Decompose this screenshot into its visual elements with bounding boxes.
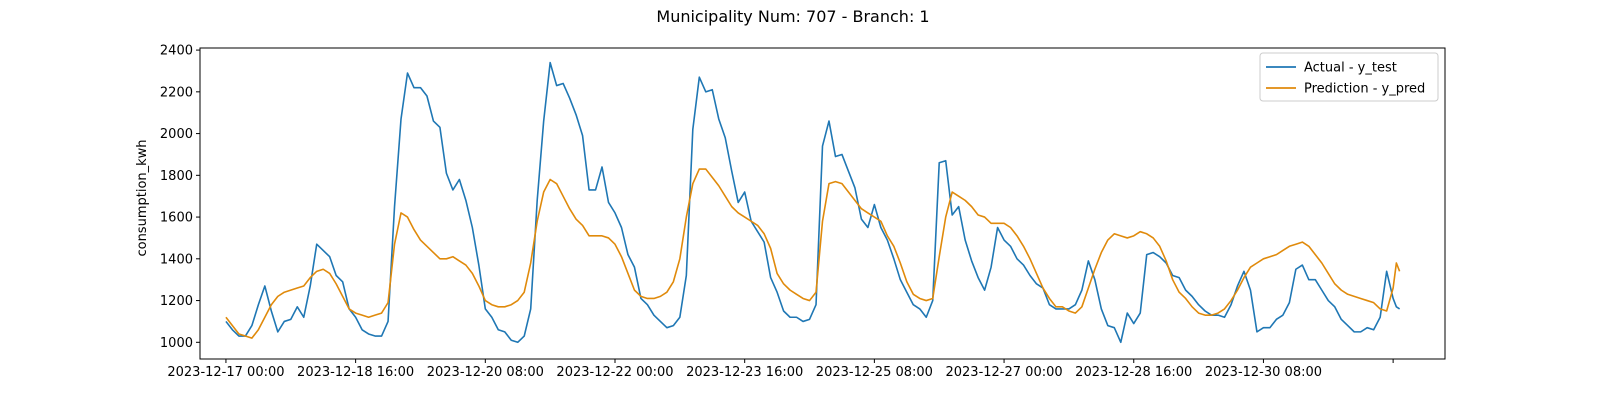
legend-label: Prediction - y_pred <box>1304 82 1425 97</box>
y-tick-label: 2400 <box>160 44 193 59</box>
series-line-prediction <box>225 168 1401 339</box>
legend-label: Actual - y_test <box>1304 61 1397 76</box>
x-tick-label: 2023-12-30 08:00 <box>1205 365 1322 380</box>
x-tick-label: 2023-12-28 16:00 <box>1075 365 1192 380</box>
axes-layer: 1000 1200 1400 1600 1800 2000 2200 2400 2023-12-… <box>160 44 1394 380</box>
series-line-actual <box>225 61 1401 344</box>
y-tick-label: 2000 <box>160 127 193 142</box>
x-tick-label: 2023-12-27 00:00 <box>945 365 1062 380</box>
series-layer <box>225 61 1401 344</box>
y-tick-label: 1800 <box>160 169 193 184</box>
x-tick-label: 2023-12-22 00:00 <box>556 365 673 380</box>
chart-title: Municipality Num: 707 - Branch: 1 <box>656 7 929 26</box>
x-tick-label: 2023-12-20 08:00 <box>427 365 544 380</box>
x-tick-label: 2023-12-18 16:00 <box>297 365 414 380</box>
x-tick-label: 2023-12-23 16:00 <box>686 365 803 380</box>
legend: Actual - y_test Prediction - y_pred <box>1259 52 1439 102</box>
x-tick-label: 2023-12-17 00:00 <box>167 365 284 380</box>
y-tick-label: 1600 <box>160 211 193 226</box>
y-tick-label: 1000 <box>160 336 193 351</box>
plot-area-frame <box>199 47 1446 360</box>
x-tick-label: 2023-12-25 08:00 <box>816 365 933 380</box>
y-tick-label: 2200 <box>160 85 193 100</box>
y-tick-label: 1200 <box>160 294 193 309</box>
y-tick-label: 1400 <box>160 252 193 267</box>
legend-box <box>1259 52 1439 102</box>
y-axis-label: consumption_kwh <box>135 139 150 256</box>
